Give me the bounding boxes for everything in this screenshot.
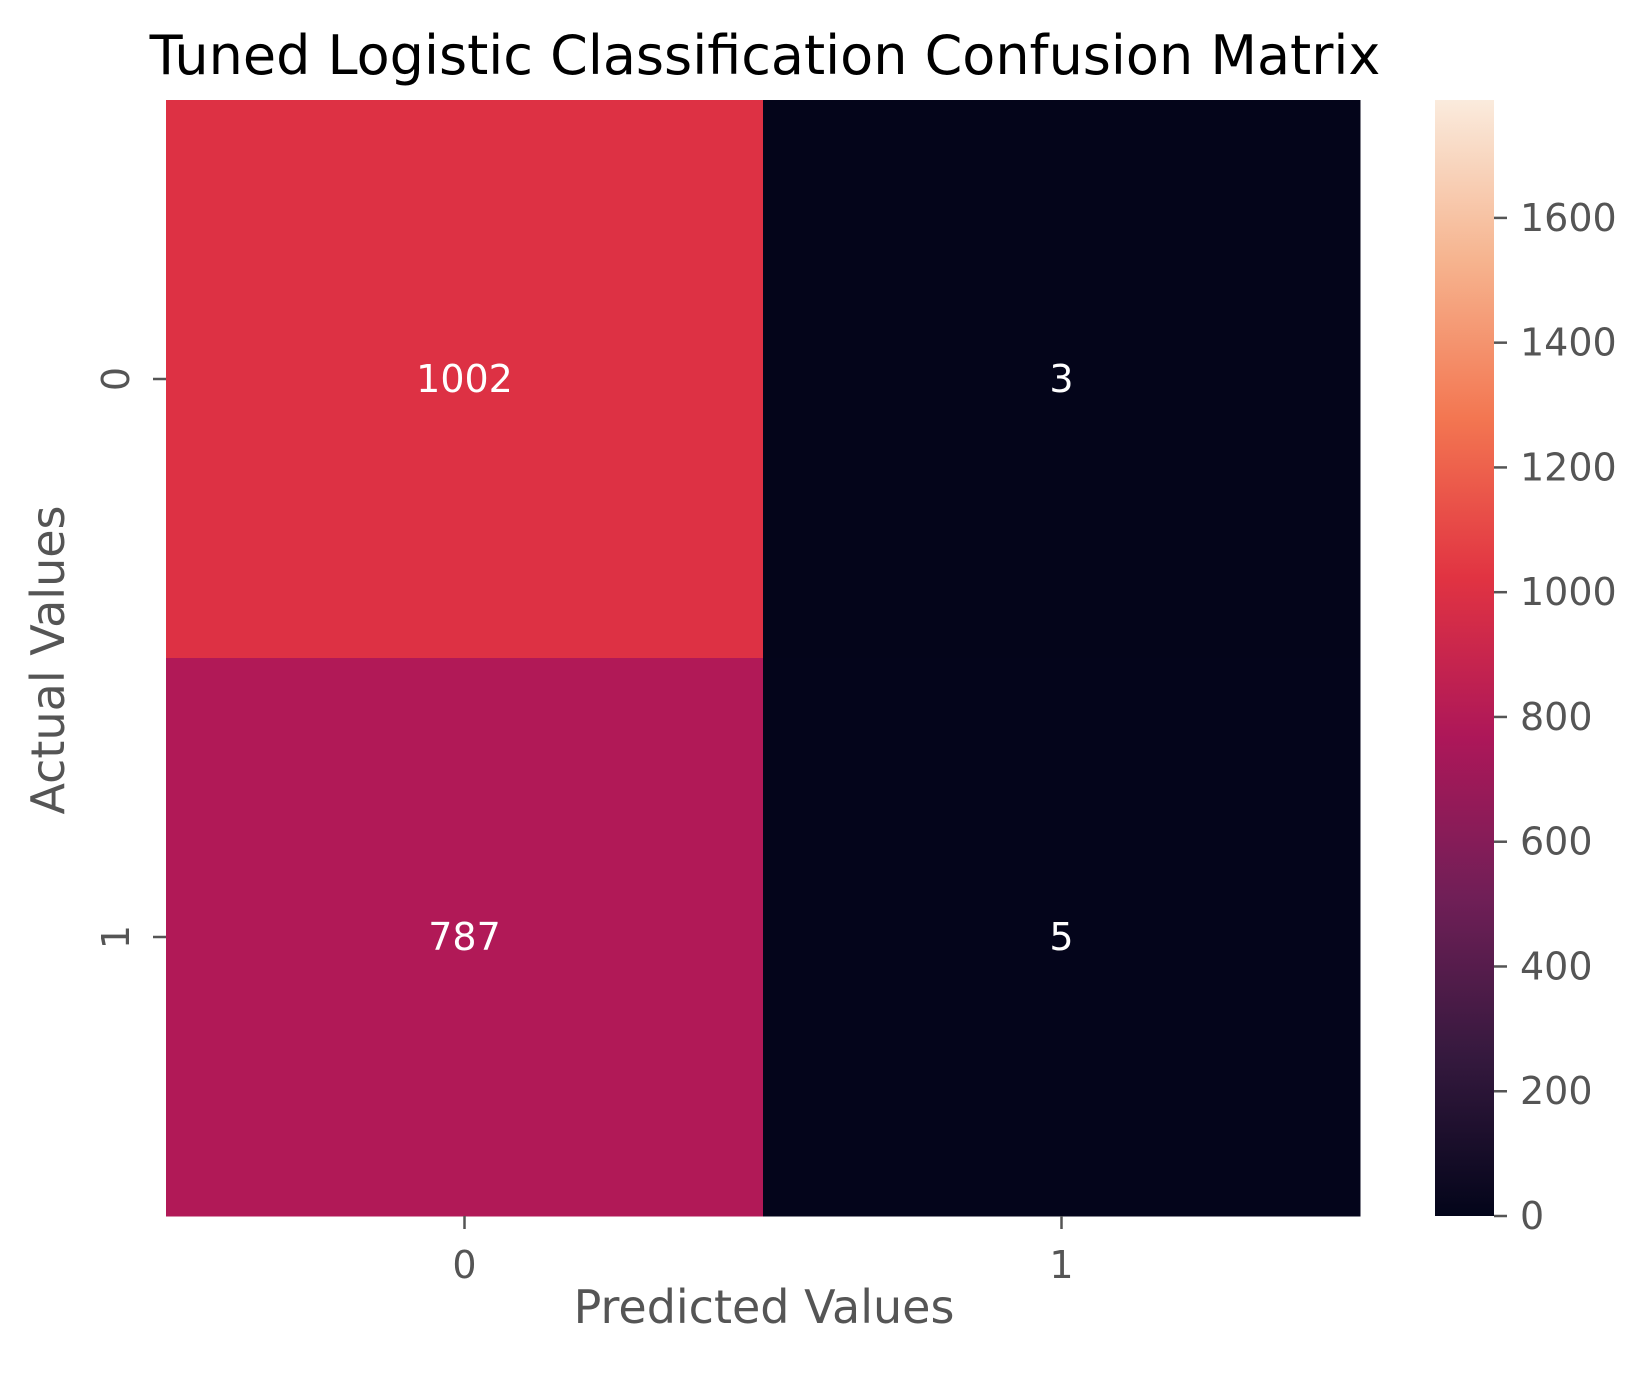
y-axis-ticks: 01 bbox=[94, 367, 166, 949]
y-tick-label: 1 bbox=[94, 925, 138, 949]
colorbar-tick-label: 1000 bbox=[1520, 570, 1617, 614]
cell-value-label: 3 bbox=[1049, 357, 1073, 401]
cell-value-label: 787 bbox=[428, 915, 501, 959]
heatmap-cells bbox=[166, 100, 1361, 1217]
x-tick-label: 0 bbox=[452, 1243, 476, 1287]
heatmap-cell-r0-c0 bbox=[166, 100, 764, 659]
colorbar bbox=[1435, 100, 1494, 1216]
heatmap-cell-r1-c0 bbox=[166, 658, 764, 1217]
y-axis-label: Actual Values bbox=[21, 505, 75, 814]
colorbar-tick-label: 200 bbox=[1520, 1069, 1593, 1113]
colorbar-tick-label: 400 bbox=[1520, 944, 1593, 988]
heatmap-cell-labels: 1002 3 787 5 bbox=[416, 357, 1073, 959]
heatmap-cell-r0-c1 bbox=[763, 100, 1361, 659]
colorbar-tick-label: 600 bbox=[1520, 820, 1593, 864]
colorbar-tick-label: 1400 bbox=[1520, 321, 1617, 365]
colorbar-ticks: 0 200 400 600 800 1000 1200 1400 1600 bbox=[1494, 196, 1617, 1238]
heatmap-cell-r1-c1 bbox=[763, 658, 1361, 1217]
cell-value-label: 5 bbox=[1049, 915, 1073, 959]
y-tick-label: 0 bbox=[94, 367, 138, 391]
colorbar-tick-label: 1600 bbox=[1520, 196, 1617, 240]
x-axis-label: Predicted Values bbox=[574, 1280, 955, 1334]
colorbar-tick-label: 800 bbox=[1520, 695, 1593, 739]
x-tick-label: 1 bbox=[1049, 1243, 1073, 1287]
cell-value-label: 1002 bbox=[416, 357, 513, 401]
colorbar-tick-label: 0 bbox=[1520, 1194, 1544, 1238]
colorbar-tick-label: 1200 bbox=[1520, 445, 1617, 489]
chart-title: Tuned Logistic Classification Confusion … bbox=[149, 24, 1381, 87]
